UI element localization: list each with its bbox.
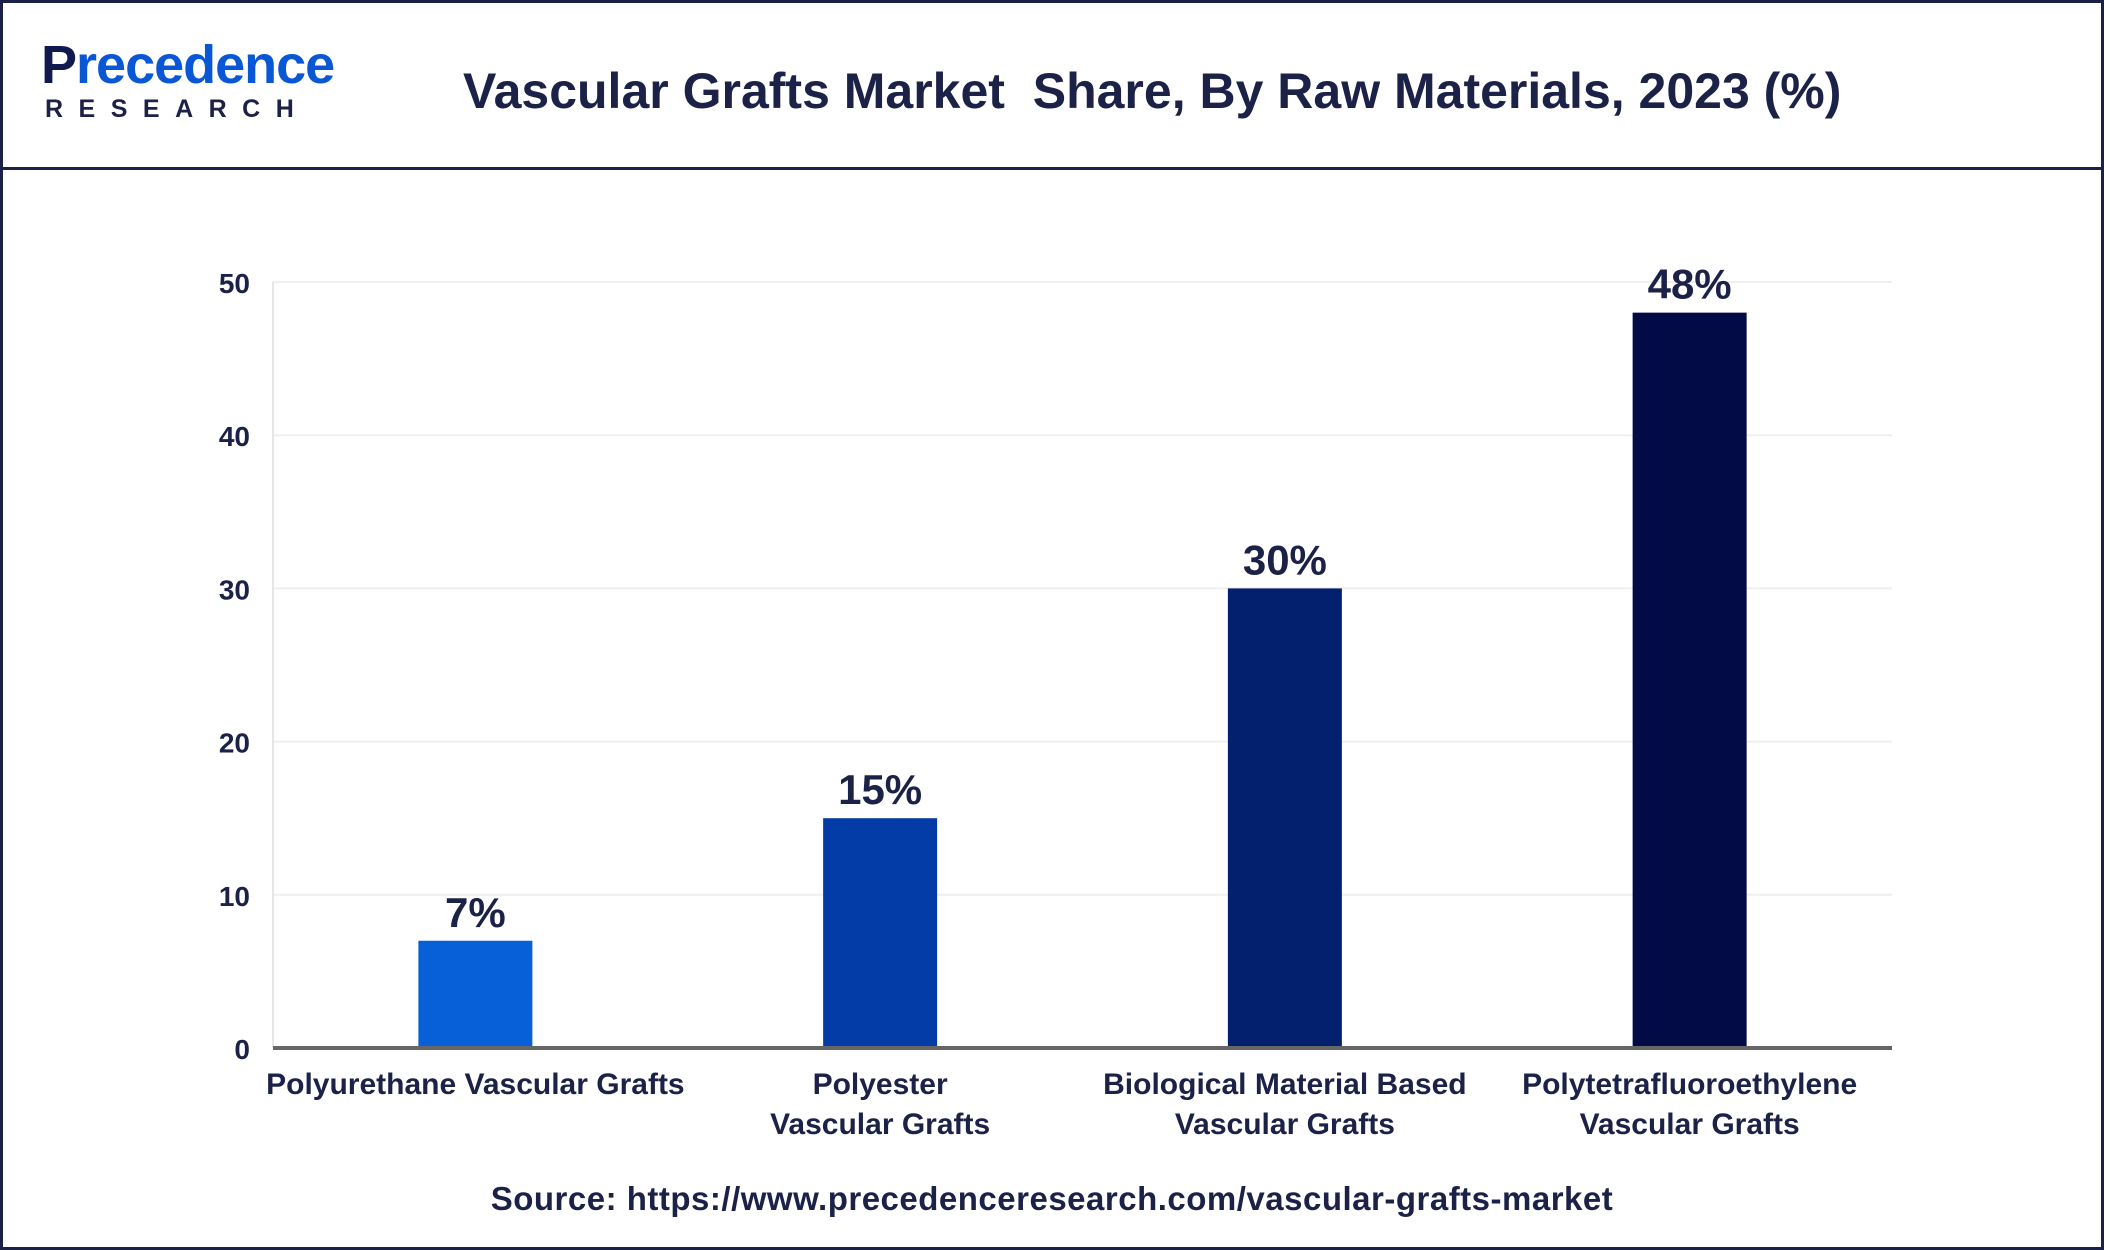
x-tick-label: Polyurethane Vascular Grafts <box>266 1068 685 1101</box>
x-tick-label: Vascular Grafts <box>1175 1108 1395 1141</box>
source-note: Source: https://www.precedenceresearch.c… <box>490 1180 1614 1217</box>
logo-word-rest: recedence <box>76 35 335 95</box>
chart-title: Vascular Grafts Market Share, By Raw Mat… <box>463 63 1842 119</box>
bar <box>823 818 938 1048</box>
y-tick-label: 50 <box>219 268 250 299</box>
bar <box>1227 588 1342 1048</box>
logo-initial: P <box>41 35 77 95</box>
data-label: 30% <box>1243 536 1327 583</box>
x-tick-label: Biological Material Based <box>1103 1068 1466 1101</box>
bar <box>418 940 533 1048</box>
data-label: 48% <box>1648 261 1732 308</box>
precedence-research-logo: Precedence RESEARCH <box>41 37 341 127</box>
x-tick-label: Polyester <box>813 1068 948 1101</box>
x-tick-label: Vascular Grafts <box>770 1108 990 1141</box>
y-tick-label: 30 <box>219 574 250 605</box>
x-tick-label: Polytetrafluoroethylene <box>1522 1068 1857 1101</box>
logo-subtitle: RESEARCH <box>45 95 310 123</box>
y-tick-label: 40 <box>219 421 250 452</box>
x-tick-label: Vascular Grafts <box>1580 1108 1800 1141</box>
logo-wordmark: Precedence <box>41 35 335 95</box>
data-label: 15% <box>838 766 922 813</box>
y-tick-label: 20 <box>219 728 250 759</box>
bar <box>1632 312 1747 1048</box>
y-tick-label: 0 <box>234 1034 250 1065</box>
header: Precedence RESEARCH Vascular Grafts Mark… <box>3 3 2101 170</box>
data-label: 7% <box>445 889 506 936</box>
y-tick-label: 10 <box>219 881 250 912</box>
